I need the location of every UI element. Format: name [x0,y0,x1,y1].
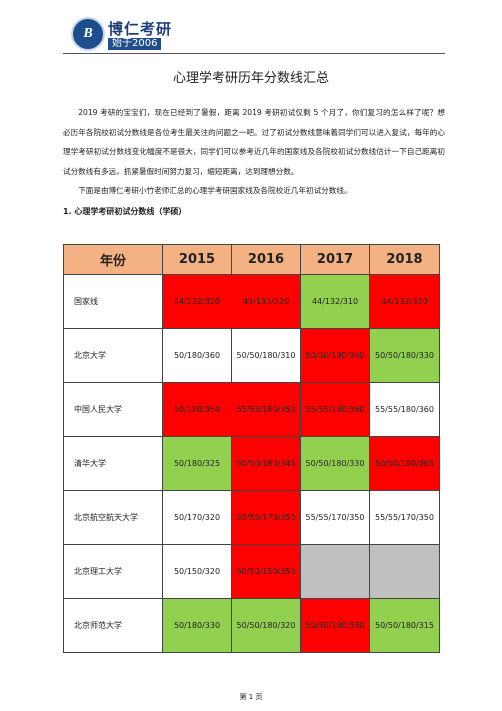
header-cell: 年份 [63,244,163,275]
header-cell: 2018 [369,244,440,275]
score-cell: 50/50/180/320 [231,598,301,653]
logo: B [71,17,105,51]
row-label: 北京师范大学 [63,598,163,653]
table-row: 北京理工大学 50/150/320 50/50/150/350 [63,544,440,599]
table-row: 国家线 44/132/320 45/135/320 44/132/310 44/132/… [63,274,440,329]
score-cell: 45/135/320 [231,274,301,329]
score-cell: 50/50/150/350 [231,544,301,599]
score-cell: 50/50/180/330 [300,436,370,491]
header-row: 年份 2015 2016 2017 2018 [63,244,440,275]
score-cell: 50/50/180/345 [231,436,301,491]
row-label: 北京理工大学 [63,544,163,599]
row-label: 中国人民大学 [63,382,163,437]
score-cell: 50/180/350 [162,382,232,437]
score-cell: 50/180/330 [162,598,232,653]
score-cell: 44/132/320 [369,274,440,329]
score-cell: 50/50/180/330 [300,598,370,653]
score-cell: 50/50/180/330 [369,328,440,383]
body-text: 2019 考研的宝宝们，现在已经到了暑假，距离 2019 考研初试仅剩 5 个月… [63,103,445,201]
table-row: 北京大学 50/180/360 50/50/180/310 50/50/180/360… [63,328,440,383]
title: 心理学考研历年分数线汇总 [172,71,329,86]
page-footer: 第 1 页 [239,693,263,701]
score-cell: 55/55/180/350 [231,382,301,437]
row-label: 北京航空航天大学 [63,490,163,545]
score-cell: 50/50/180/360 [300,328,370,383]
score-cell: 50/180/325 [162,436,232,491]
brand: 博仁考研 [108,20,173,38]
score-cell [369,544,440,599]
score-table: 年份 2015 2016 2017 2018 国家线 44/132/320 45/135/32… [63,244,440,653]
score-cell: 50/50/180/310 [231,328,301,383]
slogan: 始于2006 [108,38,162,50]
score-cell: 55/55/180/360 [369,382,440,437]
paragraph: 2019 考研的宝宝们，现在已经到了暑假，距离 2019 考研初试仅剩 5 个月… [63,108,445,176]
header-cell: 2017 [300,244,370,275]
row-label: 清华大学 [63,436,163,491]
header-cell: 2015 [162,244,232,275]
score-cell: 44/132/320 [162,274,232,329]
header-rule [63,53,445,54]
score-cell [300,544,370,599]
score-cell: 50/150/320 [162,544,232,599]
row-label: 北京大学 [63,328,163,383]
score-cell: 55/55/180/360 [300,382,370,437]
section-heading: 1. 心理学考研初试分数线（学硕） [63,207,187,216]
table-row: 清华大学 50/180/325 50/50/180/345 50/50/180/330… [63,436,440,491]
score-cell: 55/55/170/350 [231,490,301,545]
row-label: 国家线 [63,274,163,329]
score-cell: 55/55/170/350 [369,490,440,545]
score-cell: 50/50/180/315 [369,598,440,653]
score-cell: 44/132/310 [300,274,370,329]
score-cell: 50/180/360 [162,328,232,383]
header-cell: 2016 [231,244,301,275]
score-cell: 50/50/180/365 [369,436,440,491]
paragraph: 下面是由博仁考研小竹老师汇总的心理学考研国家线及各院校近几年初试分数线。 [78,186,352,196]
table-row: 中国人民大学 50/180/350 55/55/180/350 55/55/180/3… [63,382,440,437]
score-cell: 55/55/170/350 [300,490,370,545]
table-row: 北京航空航天大学 50/170/320 55/55/170/350 55/55/170… [63,490,440,545]
score-cell: 50/170/320 [162,490,232,545]
table-row: 北京师范大学 50/180/330 50/50/180/320 50/50/180/3… [63,598,440,653]
